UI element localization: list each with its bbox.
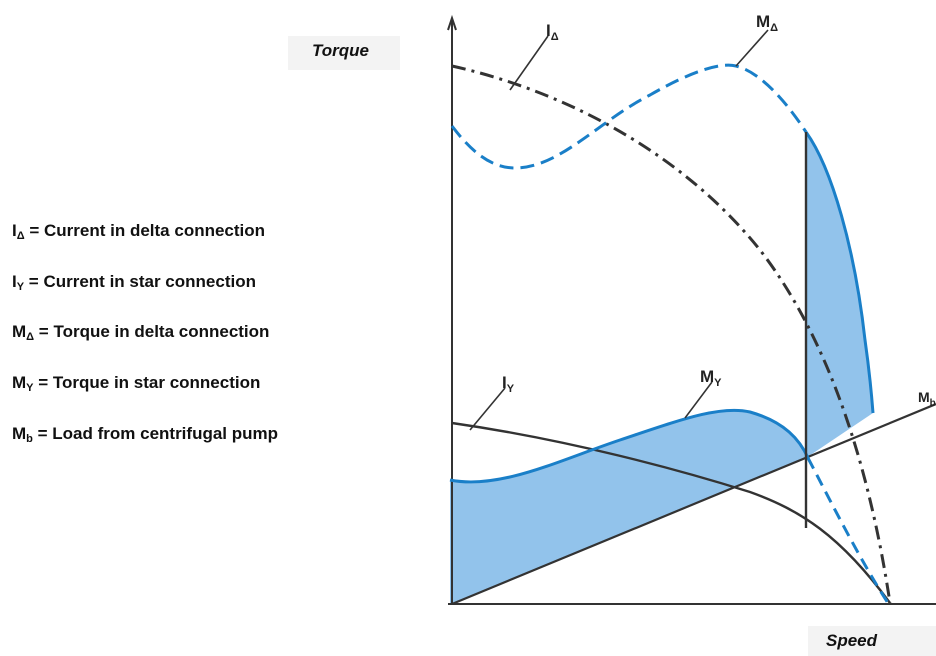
i-star-label: IY bbox=[502, 373, 515, 395]
star-current-curve bbox=[451, 421, 891, 604]
y-axis-arrow bbox=[447, 14, 457, 31]
y-axis-title: Torque bbox=[312, 41, 369, 60]
delta-torque-fill bbox=[806, 132, 873, 458]
m-star-leader bbox=[684, 381, 713, 419]
load-torque-line bbox=[451, 402, 936, 606]
legend-item-m-delta: MΔ = Torque in delta connection bbox=[12, 322, 270, 343]
x-axis-title: Speed bbox=[826, 631, 878, 650]
legend-item-i-star: IY = Current in star connection bbox=[12, 272, 256, 293]
m-load-label: Mb bbox=[918, 389, 936, 409]
m-star-label: MY bbox=[700, 367, 722, 389]
m-delta-label: MΔ bbox=[756, 12, 778, 34]
i-star-leader bbox=[469, 387, 506, 431]
star-torque-solid bbox=[449, 408, 810, 484]
delta-torque-solid bbox=[804, 131, 875, 414]
legend-item-m-load: Mb = Load from centrifugal pump bbox=[12, 424, 279, 445]
delta-torque-dashed bbox=[450, 63, 808, 170]
speed-title-backdrop bbox=[808, 626, 936, 656]
legend-item-m-star: MY = Torque in star connection bbox=[12, 373, 261, 394]
torque-title-backdrop bbox=[288, 36, 400, 70]
legend-item-i-delta: IΔ = Current in delta connection bbox=[12, 221, 266, 242]
delta-current-curve bbox=[451, 64, 892, 604]
star-torque-dashed bbox=[806, 457, 890, 604]
i-delta-label: IΔ bbox=[546, 21, 559, 43]
m-delta-leader bbox=[735, 29, 769, 67]
star-torque-fill bbox=[450, 410, 808, 604]
i-delta-leader bbox=[509, 35, 549, 91]
